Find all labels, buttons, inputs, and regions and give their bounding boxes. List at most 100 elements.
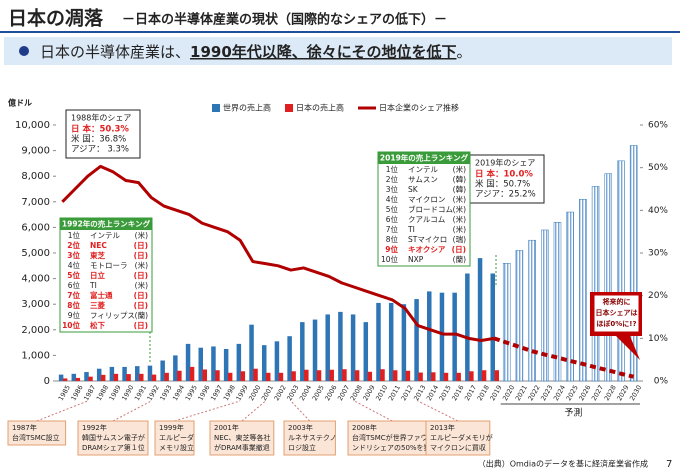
bar — [71, 373, 77, 381]
ranking-company: ブロードコム — [408, 204, 453, 214]
bar — [249, 324, 254, 381]
ranking-company: 三菱 — [90, 300, 105, 310]
callout-text: 将来的に — [603, 297, 631, 306]
event-box — [7, 420, 67, 446]
forecast-bar — [629, 145, 638, 382]
ranking-country: (米) — [135, 230, 148, 240]
event-connector — [112, 400, 152, 422]
bar — [211, 346, 216, 381]
ranking-country: (韓) — [453, 184, 466, 194]
bar — [215, 370, 220, 381]
ranking-company: インテル — [90, 231, 120, 240]
bar — [96, 368, 102, 381]
event-text: 1992年 — [82, 423, 107, 432]
bar — [469, 371, 474, 381]
event-box — [77, 420, 149, 456]
ranking-company: サムスン — [408, 175, 438, 184]
share-box — [65, 109, 141, 159]
ranking-company: 松下 — [90, 320, 105, 330]
bar — [325, 314, 330, 381]
ranking-rank: 3位 — [67, 250, 80, 260]
bar — [418, 372, 423, 381]
event-text: メモリ設立 — [159, 443, 194, 452]
share-box — [469, 154, 545, 204]
bar — [100, 374, 106, 381]
event-connector — [290, 400, 311, 422]
bar — [122, 366, 127, 381]
forecast-bar — [604, 173, 613, 382]
share-box-title: 2019年のシェア — [475, 158, 535, 168]
bar — [456, 372, 461, 381]
ranking-header — [60, 218, 152, 230]
legend-label: 世界の売上高 — [223, 103, 271, 113]
headline-emphasis: 1990年代以降、徐々にその地位を低下 — [190, 43, 456, 61]
ranking-rank: 1位 — [386, 164, 399, 174]
headline-part: 日本の半導体産業は、 — [40, 43, 190, 61]
callout-text: 日本シェアは — [596, 308, 638, 317]
ranking-company: 富士通 — [90, 290, 113, 300]
event-connector — [174, 400, 241, 422]
ranking-country: (日) — [134, 251, 148, 260]
event-text: エルピーダメモリが — [430, 433, 493, 442]
y-tick-label: 0 — [44, 376, 50, 387]
bar — [376, 302, 381, 381]
ranking-title: 2019年の売上ランキング — [380, 153, 469, 163]
bar — [236, 343, 242, 381]
bar — [304, 369, 309, 381]
event-text: DRAMシェア第１位 — [82, 443, 145, 452]
ranking-rank: 9位 — [385, 244, 398, 254]
y-tick-label: 1,000 — [21, 350, 50, 361]
ranking-company: 東芝 — [90, 250, 105, 260]
ranking-country: (日) — [134, 291, 148, 300]
event-text: 2003年 — [288, 423, 313, 432]
event-text: 2008年 — [352, 423, 377, 432]
ranking-company: STマイクロ — [408, 235, 447, 244]
ranking-rank: 4位 — [68, 260, 81, 270]
bar — [300, 322, 305, 381]
ranking-country: (蘭) — [135, 310, 148, 320]
y-tick-label: 4,000 — [21, 274, 50, 285]
event-text: ロジ設立 — [288, 443, 316, 452]
callout-text: ほぼ0%に!? — [596, 319, 636, 328]
ranking-country: (韓) — [453, 174, 466, 184]
bar — [223, 349, 229, 381]
bar — [354, 370, 360, 381]
bar — [363, 322, 369, 381]
source: （出典）Omdiaのデータを基に経済産業省作成 — [478, 459, 648, 469]
ranking-country: (米) — [453, 194, 466, 204]
y2-tick-label: 20% — [648, 291, 668, 301]
share-line-text: 米 国：36.8% — [71, 134, 126, 145]
bar — [202, 369, 207, 381]
bar — [151, 374, 157, 381]
bar — [329, 369, 334, 381]
share-line-text: 米 国：50.7% — [475, 179, 530, 190]
ranking-rank: 4位 — [386, 194, 399, 204]
legend-swatch — [212, 104, 220, 112]
share-line — [61, 164, 495, 342]
ranking-country: (日) — [134, 271, 148, 280]
ranking-company: TI — [89, 281, 97, 290]
y-tick-label: 7,000 — [21, 197, 50, 208]
event-box — [283, 420, 336, 456]
bar — [75, 377, 81, 381]
bar — [274, 341, 280, 381]
event-box — [347, 420, 438, 456]
event-text: 2001年 — [214, 423, 239, 432]
ranking-rank: 5位 — [386, 204, 399, 214]
bar — [84, 372, 89, 381]
bar — [287, 336, 292, 381]
bar — [113, 373, 119, 381]
headline-bar — [4, 37, 672, 65]
legend-label: 日本の売上高 — [296, 103, 344, 113]
bar — [350, 314, 356, 381]
ranking-company: マイクロン — [408, 195, 445, 204]
legend-swatch — [285, 104, 293, 112]
ranking-company: SK — [408, 185, 419, 194]
headline-part: 。 — [456, 43, 471, 61]
bar — [291, 371, 296, 381]
bar — [312, 319, 318, 381]
bar — [405, 370, 411, 381]
ranking-rank: 8位 — [67, 300, 80, 310]
ranking-box — [59, 217, 153, 333]
